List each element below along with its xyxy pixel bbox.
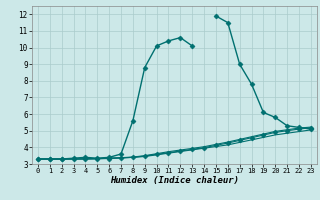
X-axis label: Humidex (Indice chaleur): Humidex (Indice chaleur) [110, 176, 239, 185]
